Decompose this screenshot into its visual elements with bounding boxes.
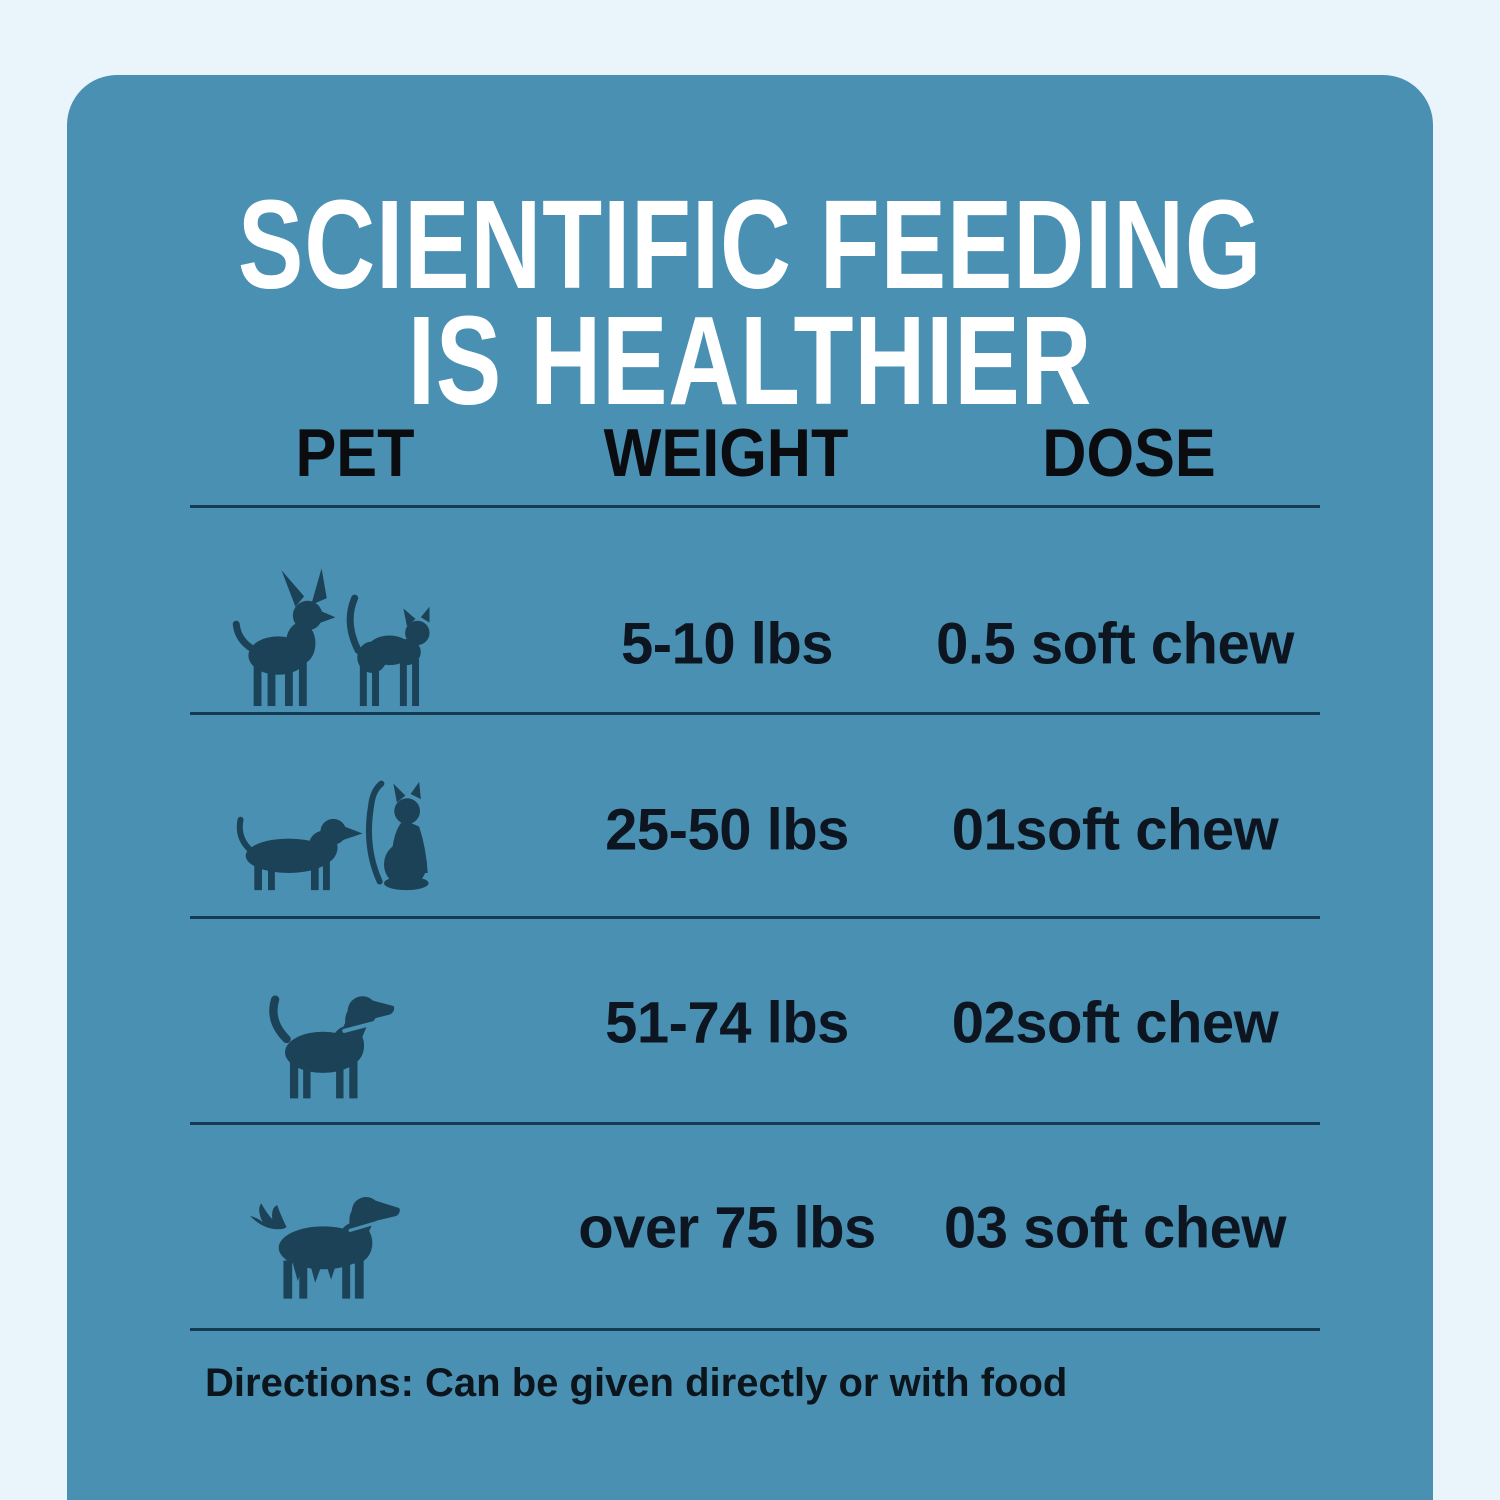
large-dog-silhouette	[250, 1197, 400, 1299]
dose-cell: 01soft chew	[951, 797, 1279, 863]
column-header-weight: WEIGHT	[603, 415, 849, 491]
dose-cell: 03 soft chew	[943, 1195, 1287, 1261]
directions-note: Directions: Can be given directly or wit…	[205, 1361, 1068, 1405]
medium-dog-icon	[269, 995, 395, 1099]
weight-cell: 5-10 lbs	[621, 611, 834, 677]
small-dog-and-cat-icon	[232, 568, 430, 707]
small-dog-silhouette	[232, 568, 336, 707]
cat-silhouette	[346, 594, 430, 707]
dose-cell: 0.5 soft chew	[936, 611, 1294, 677]
feeding-card: SCIENTIFIC FEEDING IS HEALTHIER PET WEIGH…	[67, 75, 1433, 1500]
column-header-pet: PET	[295, 415, 415, 491]
table-row-pet-cell	[227, 751, 443, 897]
page-title: SCIENTIFIC FEEDING IS HEALTHIER	[217, 182, 1282, 424]
table-divider	[190, 712, 1320, 715]
column-header-dose: DOSE	[1042, 415, 1216, 491]
table-divider	[190, 505, 1320, 508]
sitting-cat-silhouette	[365, 780, 429, 891]
medium-dog-silhouette	[269, 995, 395, 1099]
table-divider	[190, 1122, 1320, 1125]
dachshund-and-cat-icon	[236, 780, 429, 891]
table-row-pet-cell	[237, 965, 422, 1105]
title-line-1: SCIENTIFIC FEEDING	[237, 174, 1263, 315]
large-dog-icon	[250, 1197, 400, 1299]
weight-cell: 51-74 lbs	[605, 990, 849, 1056]
dose-cell: 02soft chew	[951, 990, 1279, 1056]
table-row-pet-cell	[222, 1170, 437, 1305]
title-line-2: IS HEALTHIER	[407, 289, 1093, 431]
dachshund-silhouette	[236, 816, 363, 891]
weight-cell: over 75 lbs	[578, 1195, 876, 1261]
table-divider	[190, 1328, 1320, 1331]
table-divider	[190, 916, 1320, 919]
weight-cell: 25-50 lbs	[605, 797, 849, 863]
table-row-pet-cell	[227, 565, 437, 713]
